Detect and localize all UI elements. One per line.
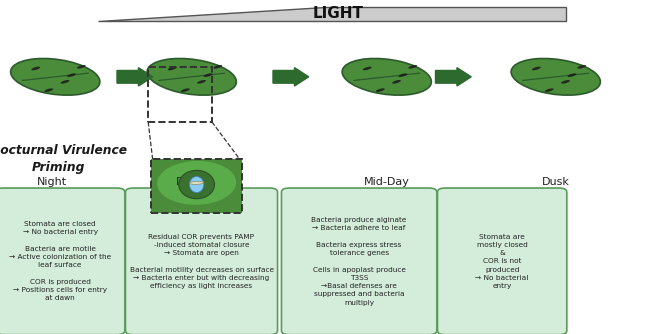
Ellipse shape bbox=[10, 58, 100, 95]
Ellipse shape bbox=[181, 89, 190, 92]
Ellipse shape bbox=[147, 58, 237, 95]
Ellipse shape bbox=[77, 65, 86, 68]
Ellipse shape bbox=[398, 73, 408, 77]
Ellipse shape bbox=[342, 58, 432, 95]
Text: Stomata are
mostly closed
&
COR is not
produced
→ No bacterial
entry: Stomata are mostly closed & COR is not p… bbox=[475, 233, 529, 289]
FancyBboxPatch shape bbox=[281, 188, 437, 334]
Ellipse shape bbox=[408, 65, 417, 68]
Ellipse shape bbox=[67, 73, 76, 77]
Ellipse shape bbox=[567, 73, 577, 77]
Ellipse shape bbox=[197, 80, 206, 84]
Ellipse shape bbox=[561, 80, 570, 84]
Text: Dawn: Dawn bbox=[176, 177, 207, 187]
Text: Nocturnal Virulence
Priming: Nocturnal Virulence Priming bbox=[0, 144, 127, 174]
Ellipse shape bbox=[190, 176, 204, 192]
Ellipse shape bbox=[532, 67, 541, 70]
Ellipse shape bbox=[31, 67, 40, 70]
Text: Residual COR prevents PAMP
-induced stomatal closure
→ Stomata are open

Bacteri: Residual COR prevents PAMP -induced stom… bbox=[129, 233, 274, 289]
FancyBboxPatch shape bbox=[151, 159, 242, 213]
Text: LIGHT: LIGHT bbox=[313, 6, 363, 21]
Text: Mid-Day: Mid-Day bbox=[364, 177, 410, 187]
Ellipse shape bbox=[179, 170, 215, 199]
Polygon shape bbox=[98, 7, 566, 21]
Text: Stomata are closed
→ No bacterial entry

Bacteria are motile
→ Active colonizati: Stomata are closed → No bacterial entry … bbox=[9, 221, 111, 302]
Ellipse shape bbox=[363, 67, 372, 70]
Ellipse shape bbox=[545, 89, 554, 92]
FancyArrow shape bbox=[117, 67, 153, 86]
Ellipse shape bbox=[190, 181, 203, 184]
FancyArrow shape bbox=[273, 67, 309, 86]
FancyArrow shape bbox=[436, 67, 471, 86]
Ellipse shape bbox=[392, 80, 401, 84]
Text: Dusk: Dusk bbox=[542, 177, 569, 187]
FancyBboxPatch shape bbox=[0, 188, 125, 334]
Ellipse shape bbox=[511, 58, 601, 95]
Ellipse shape bbox=[44, 89, 53, 92]
Ellipse shape bbox=[577, 65, 586, 68]
Text: Night: Night bbox=[37, 177, 67, 187]
Ellipse shape bbox=[60, 80, 70, 84]
Text: Bacteria produce alginate
→ Bacteria adhere to leaf

Bacteria express stress
tol: Bacteria produce alginate → Bacteria adh… bbox=[311, 217, 407, 306]
Ellipse shape bbox=[168, 67, 177, 70]
FancyBboxPatch shape bbox=[437, 188, 567, 334]
Ellipse shape bbox=[376, 89, 385, 92]
Ellipse shape bbox=[157, 161, 236, 205]
FancyBboxPatch shape bbox=[125, 188, 278, 334]
Ellipse shape bbox=[213, 65, 222, 68]
Ellipse shape bbox=[203, 73, 213, 77]
